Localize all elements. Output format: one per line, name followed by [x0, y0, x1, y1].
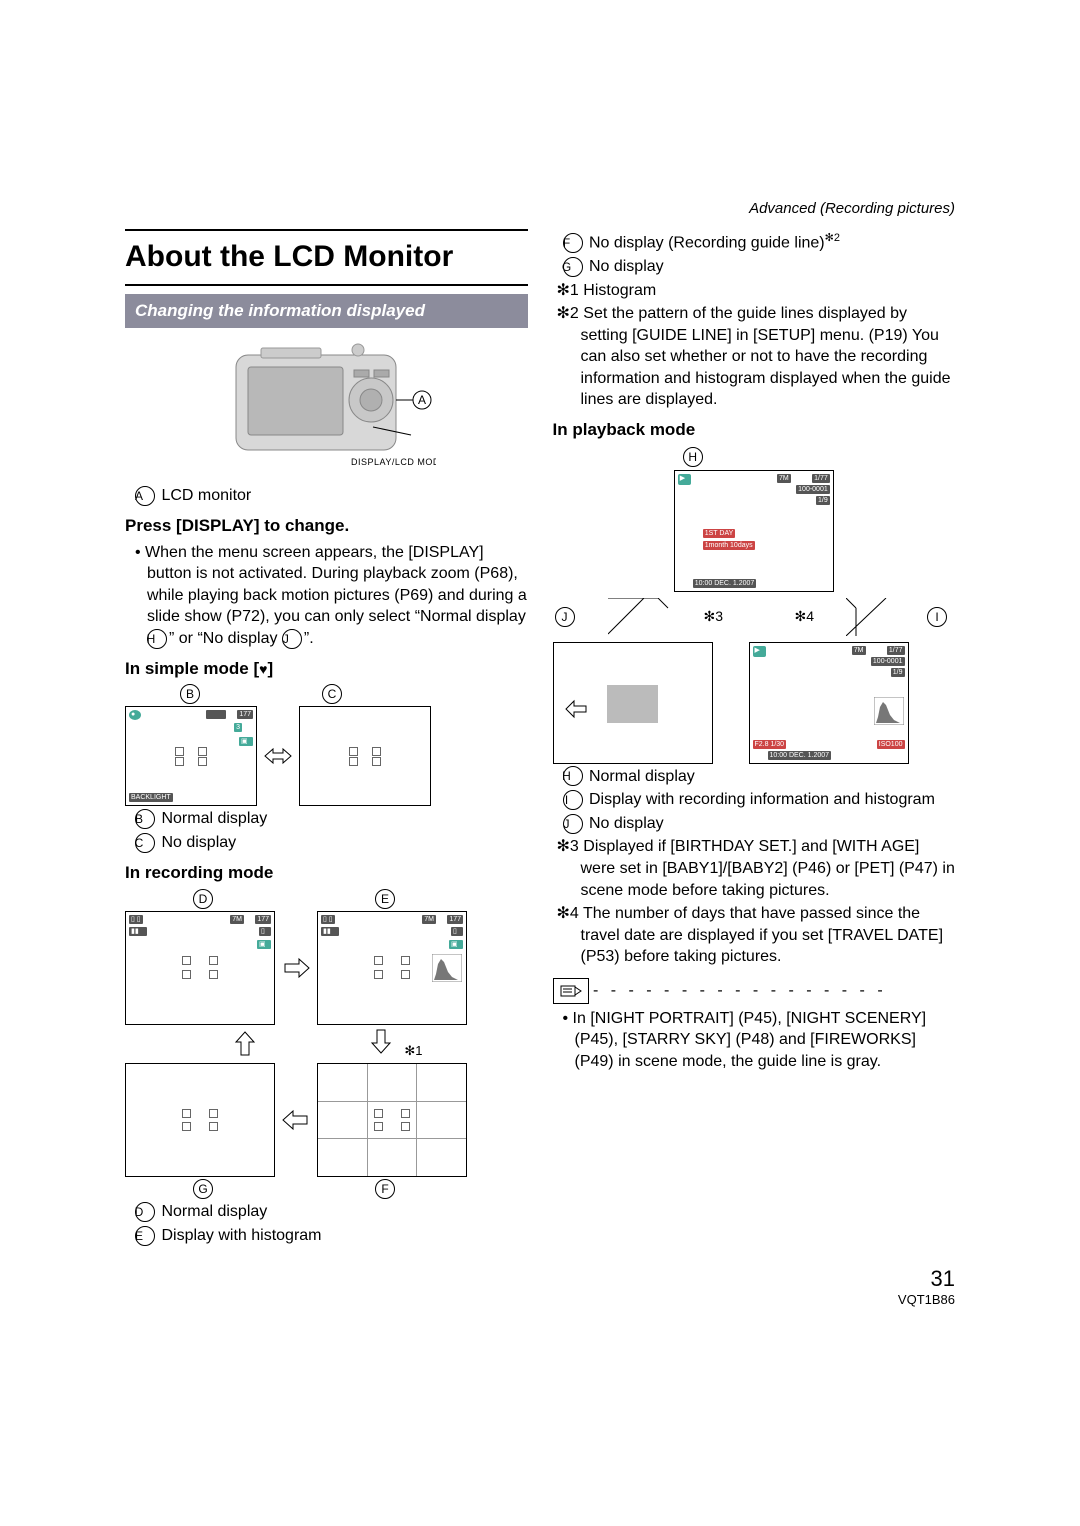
simple-mode-heading: In simple mode [♥]: [125, 658, 528, 681]
arrow-right-icon: [281, 953, 311, 983]
running-header: Advanced (Recording pictures): [125, 200, 955, 217]
page-code: VQT1B86: [125, 1292, 955, 1307]
star1-note: ✻1 Histogram: [553, 280, 956, 302]
d-description: D Normal display: [125, 1201, 528, 1223]
page-title: About the LCD Monitor: [125, 229, 528, 286]
play-screen-j: [553, 642, 713, 764]
b-description: B Normal display: [125, 808, 528, 830]
camera-illustration: A DISPLAY/LCD MODE: [216, 340, 436, 470]
playback-mode-heading: In playback mode: [553, 419, 956, 442]
histogram-play-icon: [874, 697, 904, 725]
a-text: LCD monitor: [161, 487, 251, 504]
recording-mode-heading: In recording mode: [125, 862, 528, 885]
star4-marker: ✻4: [794, 607, 814, 626]
arrow-left-icon: [281, 1105, 311, 1135]
i-description: I Display with recording information and…: [553, 789, 956, 811]
star3-marker: ✻3: [703, 607, 723, 626]
label-f-icon: F: [375, 1179, 395, 1199]
label-j-icon: J: [555, 607, 575, 627]
page-number: 31: [125, 1266, 955, 1292]
rec-screen-e: ▯ ▯ 7M 177 ▮▮ ▯ ▣: [317, 911, 467, 1025]
playback-lines-left: [608, 598, 672, 636]
histogram-icon: [432, 954, 462, 982]
camera-figure: A DISPLAY/LCD MODE: [125, 340, 528, 477]
label-a-marker: A: [418, 393, 426, 407]
label-e-icon: E: [375, 889, 395, 909]
note-icon-box: [553, 978, 589, 1004]
label-h-icon: H: [683, 447, 703, 467]
label-b-icon: B: [180, 684, 200, 704]
camera-caption: DISPLAY/LCD MODE: [351, 457, 436, 467]
star3-note: ✻3 Displayed if [BIRTHDAY SET.] and [WIT…: [553, 836, 956, 901]
simple-screen-c: [299, 706, 431, 806]
note-dashes: - - - - - - - - - - - - - - - - -: [593, 982, 887, 999]
note-icon: [560, 984, 582, 998]
right-column: F No display (Recording guide line)✻2 G …: [553, 229, 956, 1248]
star4-note: ✻4 The number of days that have passed s…: [553, 903, 956, 968]
playback-mode-diagram: H ▶ 7M 1/77 100-0001 1/9 1ST DAY 1month …: [553, 446, 956, 764]
star2-sup: ✻2: [825, 232, 840, 244]
simple-mode-diagram: B C ● 177 3 ▣ BACKLIGHT: [125, 684, 528, 806]
j-description: J No display: [553, 813, 956, 835]
a-description: A LCD monitor: [125, 485, 528, 507]
note-section: - - - - - - - - - - - - - - - - -: [553, 978, 956, 1006]
label-j-inline: J: [282, 629, 302, 649]
press-heading: Press [DISPLAY] to change.: [125, 515, 528, 538]
note-paragraph: • In [NIGHT PORTRAIT] (P45), [NIGHT SCEN…: [553, 1008, 956, 1073]
play-screen-i: ▶ 7M 1/77 100-0001 1/9 F2.8 1/30 ISO100 …: [749, 642, 909, 764]
section-band: Changing the information displayed: [125, 294, 528, 329]
c-description: C No display: [125, 832, 528, 854]
star1-marker: ✻1: [404, 1043, 422, 1058]
star2-note: ✻2 Set the pattern of the guide lines di…: [553, 303, 956, 411]
label-d-icon: D: [193, 889, 213, 909]
thumb-arrow-left-icon: [564, 697, 588, 728]
arrow-up-icon: [230, 1030, 260, 1058]
recording-mode-diagram: D E ▯ ▯ 7M 177 ▮▮ ▯ ▣: [125, 889, 528, 1200]
rec-screen-f: [317, 1063, 467, 1177]
label-i-icon: I: [927, 607, 947, 627]
label-a-icon: A: [135, 486, 155, 506]
arrow-down-icon: [366, 1027, 396, 1055]
g-description: G No display: [553, 256, 956, 278]
f-description: F No display (Recording guide line)✻2: [553, 231, 956, 254]
press-paragraph: • When the menu screen appears, the [DIS…: [125, 542, 528, 650]
simple-screen-b: ● 177 3 ▣ BACKLIGHT: [125, 706, 257, 806]
play-screen-h: ▶ 7M 1/77 100-0001 1/9 1ST DAY 1month 10…: [674, 470, 834, 592]
arrow-lr-icon: [263, 741, 293, 771]
left-column: About the LCD Monitor Changing the infor…: [125, 229, 528, 1248]
label-c-icon: C: [322, 684, 342, 704]
label-g-icon: G: [193, 1179, 213, 1199]
label-h-inline: H: [147, 629, 167, 649]
h-description: H Normal display: [553, 766, 956, 788]
rec-screen-d: ▯ ▯ 7M 177 ▮▮ ▯ ▣: [125, 911, 275, 1025]
playback-lines-right: [846, 598, 896, 636]
rec-screen-g: [125, 1063, 275, 1177]
e-description: E Display with histogram: [125, 1225, 528, 1247]
